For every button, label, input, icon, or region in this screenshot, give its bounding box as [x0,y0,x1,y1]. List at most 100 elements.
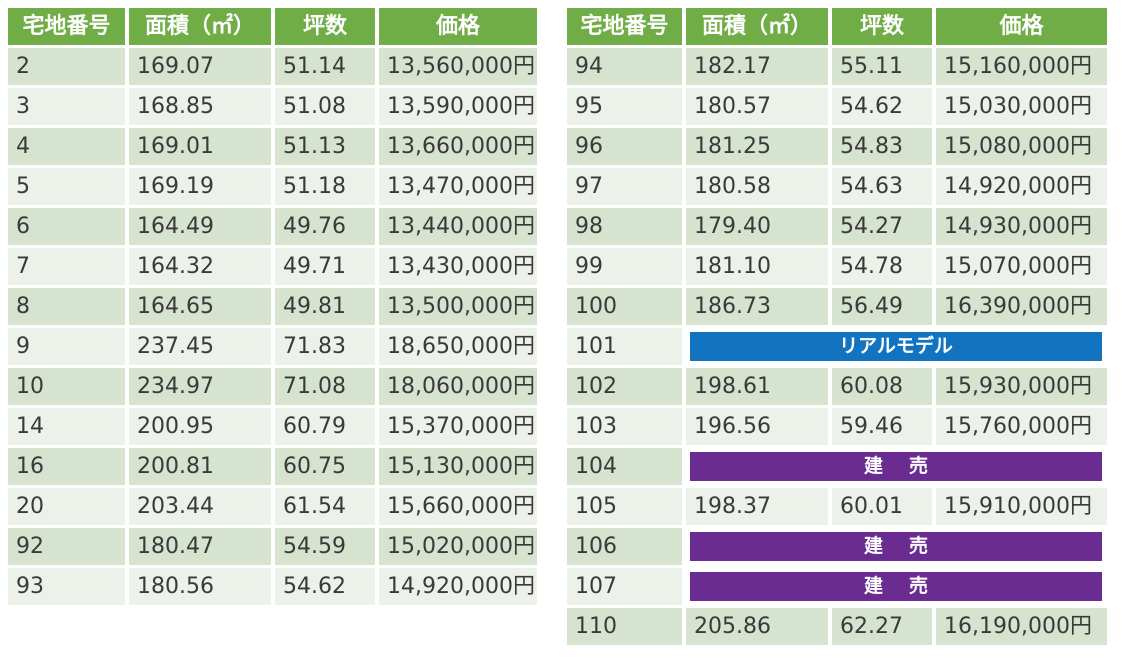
lot-table-left: 宅地番号 面積（㎡） 坪数 価格 2 169.07 51.14 13,560,000円… [8,8,537,605]
banner-cell: 建売 [686,448,1107,485]
lot-number-cell: 110 [567,608,682,645]
area-cell: 181.10 [686,248,828,285]
lot-number-cell: 101 [567,328,682,365]
header-area: 面積（㎡） [686,8,828,45]
area-cell: 179.40 [686,208,828,245]
lot-number-cell: 99 [567,248,682,285]
lot-number-cell: 2 [8,48,125,85]
tsubo-cell: 54.62 [832,88,932,125]
lot-number-cell: 8 [8,288,125,325]
price-cell: 15,070,000円 [936,248,1107,285]
price-cell: 15,030,000円 [936,88,1107,125]
tsubo-cell: 60.08 [832,368,932,405]
lot-number-cell: 20 [8,488,125,525]
header-area: 面積（㎡） [129,8,271,45]
price-cell: 13,440,000円 [379,208,537,245]
price-cell: 13,660,000円 [379,128,537,165]
tsubo-cell: 54.63 [832,168,932,205]
price-cell: 15,760,000円 [936,408,1107,445]
price-cell: 15,910,000円 [936,488,1107,525]
lot-number-cell: 7 [8,248,125,285]
price-cell: 14,920,000円 [936,168,1107,205]
tsubo-cell: 51.13 [275,128,375,165]
area-cell: 186.73 [686,288,828,325]
area-cell: 180.58 [686,168,828,205]
price-cell: 15,020,000円 [379,528,537,565]
area-cell: 200.95 [129,408,271,445]
area-cell: 196.56 [686,408,828,445]
area-cell: 180.57 [686,88,828,125]
area-cell: 237.45 [129,328,271,365]
price-cell: 16,190,000円 [936,608,1107,645]
tsubo-cell: 54.83 [832,128,932,165]
lot-number-cell: 102 [567,368,682,405]
lot-number-cell: 103 [567,408,682,445]
tsubo-cell: 51.14 [275,48,375,85]
price-cell: 18,650,000円 [379,328,537,365]
tsubo-cell: 62.27 [832,608,932,645]
lot-number-cell: 107 [567,568,682,605]
price-cell: 15,160,000円 [936,48,1107,85]
banner-cell: 建売 [686,528,1107,565]
price-cell: 15,080,000円 [936,128,1107,165]
price-cell: 13,430,000円 [379,248,537,285]
tsubo-cell: 59.46 [832,408,932,445]
tsubo-cell: 60.01 [832,488,932,525]
tsubo-cell: 51.18 [275,168,375,205]
tsubo-cell: 54.78 [832,248,932,285]
area-cell: 203.44 [129,488,271,525]
area-cell: 164.65 [129,288,271,325]
banner-cell: リアルモデル [686,328,1107,365]
built-for-sale-banner: 建売 [690,572,1102,601]
tsubo-cell: 51.08 [275,88,375,125]
price-cell: 14,930,000円 [936,208,1107,245]
lot-number-cell: 9 [8,328,125,365]
tsubo-cell: 60.79 [275,408,375,445]
header-lot-number: 宅地番号 [8,8,125,45]
area-cell: 164.49 [129,208,271,245]
price-cell: 15,930,000円 [936,368,1107,405]
tsubo-cell: 49.76 [275,208,375,245]
lot-number-cell: 100 [567,288,682,325]
lot-number-cell: 3 [8,88,125,125]
price-cell: 13,470,000円 [379,168,537,205]
lot-number-cell: 94 [567,48,682,85]
area-cell: 169.19 [129,168,271,205]
lot-number-cell: 97 [567,168,682,205]
lot-number-cell: 106 [567,528,682,565]
lot-number-cell: 14 [8,408,125,445]
tsubo-cell: 49.81 [275,288,375,325]
tsubo-cell: 55.11 [832,48,932,85]
banner-cell: 建売 [686,568,1107,605]
price-cell: 16,390,000円 [936,288,1107,325]
area-cell: 169.01 [129,128,271,165]
area-cell: 200.81 [129,448,271,485]
area-cell: 180.56 [129,568,271,605]
lot-number-cell: 16 [8,448,125,485]
tsubo-cell: 60.75 [275,448,375,485]
tsubo-cell: 71.83 [275,328,375,365]
tsubo-cell: 49.71 [275,248,375,285]
header-price: 価格 [936,8,1107,45]
header-price: 価格 [379,8,537,45]
price-cell: 13,500,000円 [379,288,537,325]
header-lot-number: 宅地番号 [567,8,682,45]
lot-number-cell: 5 [8,168,125,205]
area-cell: 234.97 [129,368,271,405]
lot-number-cell: 98 [567,208,682,245]
lot-number-cell: 6 [8,208,125,245]
tsubo-cell: 71.08 [275,368,375,405]
lot-number-cell: 96 [567,128,682,165]
lot-number-cell: 10 [8,368,125,405]
tsubo-cell: 54.62 [275,568,375,605]
price-cell: 15,660,000円 [379,488,537,525]
lot-number-cell: 4 [8,128,125,165]
built-for-sale-banner: 建売 [690,452,1102,481]
area-cell: 169.07 [129,48,271,85]
area-cell: 180.47 [129,528,271,565]
area-cell: 181.25 [686,128,828,165]
tsubo-cell: 54.59 [275,528,375,565]
lot-number-cell: 92 [8,528,125,565]
area-cell: 168.85 [129,88,271,125]
area-cell: 182.17 [686,48,828,85]
